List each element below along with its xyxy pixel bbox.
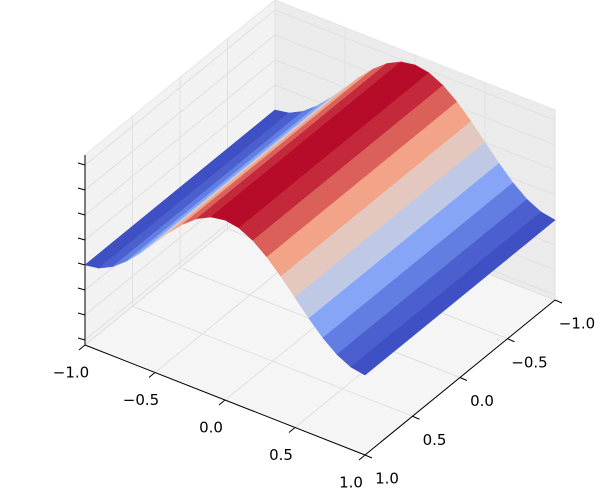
y-tick-label: −1.0 xyxy=(559,315,595,333)
y-tick-label: 0.0 xyxy=(470,392,494,410)
y-tick-label: 0.5 xyxy=(423,431,447,449)
z-tick xyxy=(77,162,86,166)
surface-patch xyxy=(350,347,390,376)
x-tick-label: −1.0 xyxy=(53,364,89,382)
x-tick-label: −0.5 xyxy=(123,391,159,409)
z-tick xyxy=(77,262,86,266)
z-tick xyxy=(77,237,86,241)
axis-line xyxy=(84,344,366,456)
z-tick xyxy=(77,312,86,316)
x-tick-label: 0.0 xyxy=(199,419,223,437)
z-tick xyxy=(77,287,86,291)
y-tick xyxy=(507,338,515,343)
z-tick xyxy=(77,337,86,341)
x-tick-label: 1.0 xyxy=(339,474,363,492)
grid-line xyxy=(84,59,276,216)
x-tick xyxy=(218,399,226,406)
z-tick xyxy=(77,212,86,216)
grid-line xyxy=(132,305,413,417)
grid-line xyxy=(84,84,276,241)
y-tick-label: −0.5 xyxy=(511,353,547,371)
z-tick xyxy=(77,187,86,191)
y-tick-label: 1.0 xyxy=(375,470,399,488)
y-tick xyxy=(364,454,373,459)
x-tick xyxy=(78,344,86,351)
x-tick xyxy=(148,372,156,378)
x-tick xyxy=(358,454,366,461)
y-tick xyxy=(554,299,563,304)
grid-line xyxy=(84,9,276,166)
x-tick xyxy=(288,427,296,433)
y-tick xyxy=(412,415,420,420)
grid-line xyxy=(84,34,276,191)
axis-line xyxy=(364,299,556,456)
x-tick-label: 0.5 xyxy=(269,446,293,464)
y-tick xyxy=(459,377,468,381)
